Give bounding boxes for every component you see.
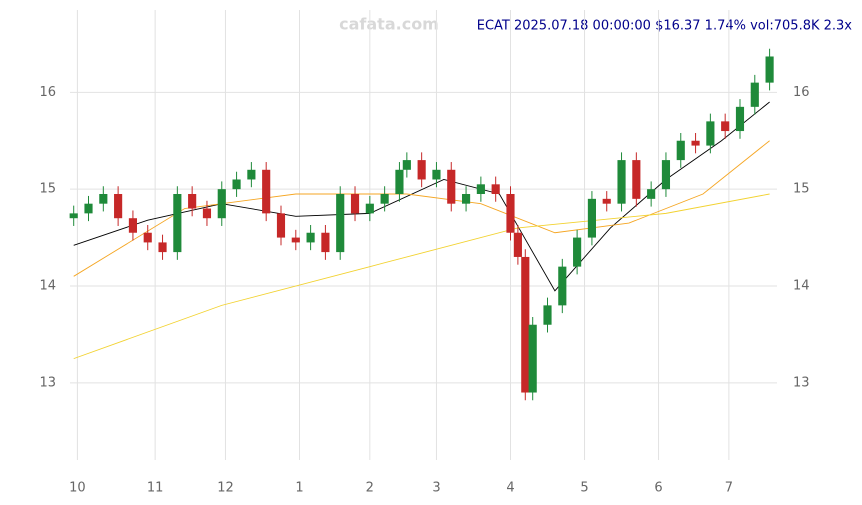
candle-body	[128, 218, 137, 233]
y-tick-label: 14	[39, 279, 56, 294]
candle-body	[447, 169, 456, 204]
candle-body	[291, 237, 300, 243]
y-tick-label: 13	[39, 375, 56, 390]
candle-body	[247, 169, 256, 180]
candle-body	[706, 121, 715, 146]
candle-body	[558, 266, 567, 306]
candle-body	[602, 198, 611, 204]
candle-body	[143, 232, 152, 243]
x-tick-label: 12	[217, 481, 234, 496]
candle-body	[528, 324, 537, 393]
y-tick-label: 15	[39, 182, 56, 197]
candle-body	[114, 194, 123, 219]
x-tick-label: 10	[69, 481, 86, 496]
candle-body	[676, 140, 685, 161]
candle-body	[750, 82, 759, 107]
candle-body	[491, 184, 500, 194]
candle-body	[69, 213, 78, 219]
candle-body	[632, 160, 641, 199]
candle-body	[262, 169, 271, 214]
moving-average	[73, 193, 770, 360]
candle-body	[417, 160, 426, 180]
candle-body	[617, 160, 626, 204]
candle-body	[306, 232, 315, 243]
candle-body	[543, 305, 552, 325]
x-tick-label: 2	[366, 481, 374, 496]
candle-body	[521, 256, 530, 393]
candle-body	[513, 232, 522, 257]
candle-body	[173, 194, 182, 253]
y-tick-label-right: 14	[793, 279, 810, 294]
watermark: cafata.com	[339, 15, 439, 34]
x-tick-label: 7	[725, 481, 733, 496]
y-tick-label-right: 15	[793, 182, 810, 197]
moving-average	[73, 101, 770, 292]
candle-body	[99, 194, 108, 204]
y-tick-label-right: 13	[793, 375, 810, 390]
candle-body	[380, 194, 389, 204]
x-tick-label: 11	[147, 481, 164, 496]
candle-body	[402, 160, 411, 170]
candle-body	[232, 179, 241, 190]
y-tick-label: 16	[39, 85, 56, 100]
x-tick-label: 5	[580, 481, 588, 496]
candle-body	[217, 189, 226, 219]
y-tick-label-right: 16	[793, 85, 810, 100]
candle-body	[321, 232, 330, 253]
candle-body	[276, 213, 286, 238]
candle-body	[661, 160, 671, 190]
candle-body	[461, 194, 471, 204]
candle-body	[765, 56, 774, 83]
candle-body	[587, 198, 596, 238]
candle-body	[432, 169, 441, 180]
x-tick-label: 3	[432, 481, 440, 496]
candle-body	[336, 194, 345, 253]
candle-body	[350, 194, 360, 214]
candle-body	[365, 203, 374, 214]
candle-body	[158, 242, 167, 253]
candle-body	[721, 121, 730, 132]
candle-body	[395, 169, 404, 194]
x-tick-label: 1	[295, 481, 303, 496]
candle-body	[84, 203, 93, 214]
x-tick-label: 6	[654, 481, 662, 496]
candle-body	[188, 194, 197, 209]
candle-body	[647, 189, 656, 199]
candle-body	[506, 194, 515, 233]
chart-title: ECAT 2025.07.18 00:00:00 $16.37 1.74% vo…	[477, 19, 853, 34]
x-tick-label: 4	[506, 481, 514, 496]
candle-body	[476, 184, 485, 194]
candle-body	[202, 208, 212, 219]
candle-body	[573, 237, 582, 267]
candle-body	[691, 140, 700, 146]
candle-body	[735, 106, 745, 132]
